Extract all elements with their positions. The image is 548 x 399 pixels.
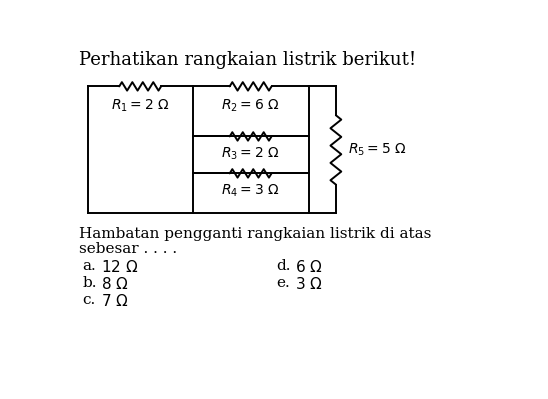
Text: $7\ \Omega$: $7\ \Omega$ xyxy=(101,293,129,309)
Text: $3\ \Omega$: $3\ \Omega$ xyxy=(295,276,323,292)
Text: e.: e. xyxy=(276,276,290,290)
Text: Hambatan pengganti rangkaian listrik di atas: Hambatan pengganti rangkaian listrik di … xyxy=(79,227,432,241)
Text: Perhatikan rangkaian listrik berikut!: Perhatikan rangkaian listrik berikut! xyxy=(79,51,416,69)
Text: $R_3 = 2\ \Omega$: $R_3 = 2\ \Omega$ xyxy=(221,146,280,162)
Text: $R_5 = 5\ \Omega$: $R_5 = 5\ \Omega$ xyxy=(349,142,407,158)
Text: $6\ \Omega$: $6\ \Omega$ xyxy=(295,259,323,275)
Text: $R_2 = 6\ \Omega$: $R_2 = 6\ \Omega$ xyxy=(221,97,280,114)
Text: $R_4 = 3\ \Omega$: $R_4 = 3\ \Omega$ xyxy=(221,183,280,199)
Text: d.: d. xyxy=(276,259,290,273)
Text: sebesar . . . .: sebesar . . . . xyxy=(79,242,178,256)
Text: a.: a. xyxy=(82,259,96,273)
Text: $12\ \Omega$: $12\ \Omega$ xyxy=(101,259,139,275)
Text: $8\ \Omega$: $8\ \Omega$ xyxy=(101,276,129,292)
Text: c.: c. xyxy=(82,293,96,307)
Text: b.: b. xyxy=(82,276,97,290)
Text: $R_1 = 2\ \Omega$: $R_1 = 2\ \Omega$ xyxy=(111,97,169,114)
